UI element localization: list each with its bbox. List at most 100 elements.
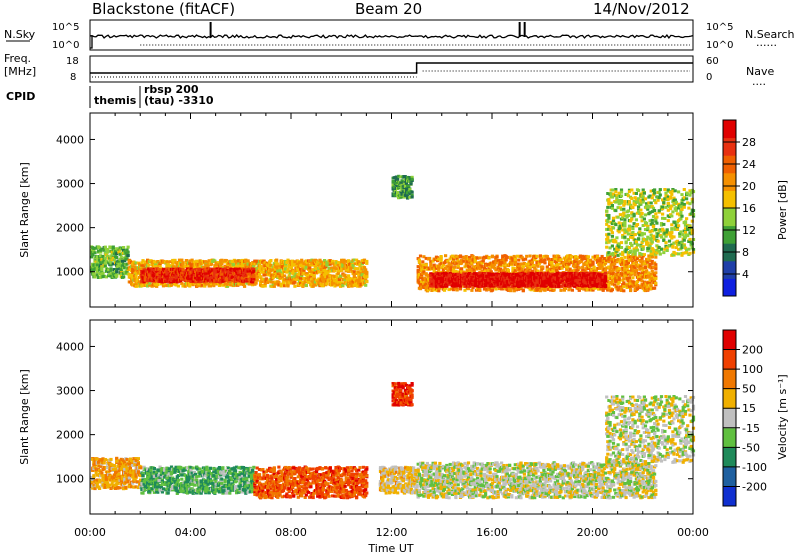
echo-cell — [392, 185, 396, 189]
echo-cell — [643, 289, 648, 293]
echo-cell — [255, 278, 259, 282]
echo-cell — [502, 268, 506, 272]
echo-cell — [431, 259, 435, 263]
echo-cell — [589, 263, 593, 267]
echo-cell — [550, 258, 554, 261]
echo-cell — [543, 261, 547, 265]
echo-cell — [126, 250, 130, 254]
echo-cell — [323, 259, 327, 262]
echo-cell — [125, 257, 129, 261]
echo-cell — [259, 275, 263, 279]
echo-cell — [597, 287, 601, 291]
echo-cell — [180, 258, 184, 262]
echo-cell — [424, 263, 428, 267]
echo-cell — [358, 279, 362, 283]
echo-cell — [365, 280, 369, 284]
echo-cell — [480, 261, 484, 265]
echo-cell — [152, 284, 156, 288]
echo-cell — [353, 267, 357, 271]
echo-cell — [333, 274, 337, 278]
echo-cell — [609, 272, 613, 276]
echo-cell — [172, 265, 176, 269]
echo-cell — [280, 276, 284, 280]
echo-cell — [641, 286, 645, 290]
echo-cell — [312, 277, 316, 281]
echo-cell — [138, 262, 142, 266]
echo-cell — [613, 283, 617, 287]
echo-cell — [501, 287, 505, 291]
echo-cell — [494, 287, 498, 291]
echo-cell — [569, 261, 573, 265]
echo-cell — [558, 262, 562, 266]
echo-cell — [647, 257, 651, 261]
echo-cell — [203, 284, 207, 288]
echo-cell — [336, 272, 340, 275]
echo-cell — [397, 174, 401, 178]
echo-cell — [359, 281, 363, 285]
echo-cell — [399, 175, 403, 179]
echo-cell — [619, 256, 624, 260]
echo-cell — [134, 261, 138, 265]
echo-cell — [283, 284, 287, 288]
echo-cell — [201, 265, 206, 269]
echo-cell — [263, 273, 267, 277]
echo-cell — [245, 266, 249, 270]
echo-cell — [303, 280, 307, 284]
echo-cell — [273, 267, 278, 271]
echo-cell — [100, 247, 104, 251]
echo-cell — [633, 273, 637, 277]
echo-cell — [302, 262, 306, 266]
echo-cell — [455, 288, 459, 292]
nave-tick-low: 0 — [706, 72, 712, 83]
echo-cell — [108, 272, 112, 276]
echo-cell — [275, 258, 279, 262]
echo-cell — [98, 258, 102, 262]
echo-cell — [299, 279, 303, 283]
echo-cell — [109, 263, 113, 267]
echo-cell — [361, 270, 365, 274]
echo-cell — [279, 284, 283, 288]
echo-cell — [452, 259, 456, 263]
echo-cell — [402, 182, 406, 186]
echo-cell — [307, 263, 311, 267]
echo-cell — [311, 263, 315, 267]
echo-cell — [119, 266, 123, 270]
echo-cell — [146, 279, 150, 283]
echo-cell — [311, 259, 315, 263]
echo-cell — [566, 265, 570, 269]
echo-cell — [293, 263, 297, 267]
echo-cell — [357, 281, 361, 285]
echo-cell — [444, 260, 448, 264]
echo-cell — [260, 280, 264, 283]
echo-cell — [432, 283, 436, 287]
power-panel — [89, 112, 696, 308]
echo-cell — [334, 279, 338, 283]
echo-cell — [236, 263, 240, 267]
echo-cell — [138, 275, 142, 279]
echo-cell — [622, 289, 626, 293]
echo-cell — [357, 270, 361, 274]
echo-cell — [262, 270, 266, 274]
echo-cell — [349, 280, 353, 284]
echo-cell — [626, 256, 630, 260]
echo-cell — [365, 275, 369, 279]
echo-cell — [530, 260, 534, 264]
echo-cell — [436, 286, 440, 290]
echo-cell — [495, 255, 499, 259]
echo-cell — [271, 283, 275, 287]
echo-cell — [276, 269, 280, 273]
echo-cell — [276, 262, 280, 266]
echo-cell — [208, 284, 212, 288]
echo-cell — [471, 258, 475, 262]
echo-cell — [219, 267, 223, 271]
echo-cell — [590, 268, 594, 272]
echo-cell — [422, 263, 426, 267]
echo-cell — [249, 274, 254, 278]
echo-cell — [125, 248, 129, 252]
echo-cell — [341, 263, 345, 267]
echo-cell — [297, 261, 302, 265]
echo-cell — [521, 258, 525, 262]
echo-cell — [602, 286, 606, 290]
echo-cell — [109, 261, 113, 265]
echo-cell — [244, 258, 248, 262]
